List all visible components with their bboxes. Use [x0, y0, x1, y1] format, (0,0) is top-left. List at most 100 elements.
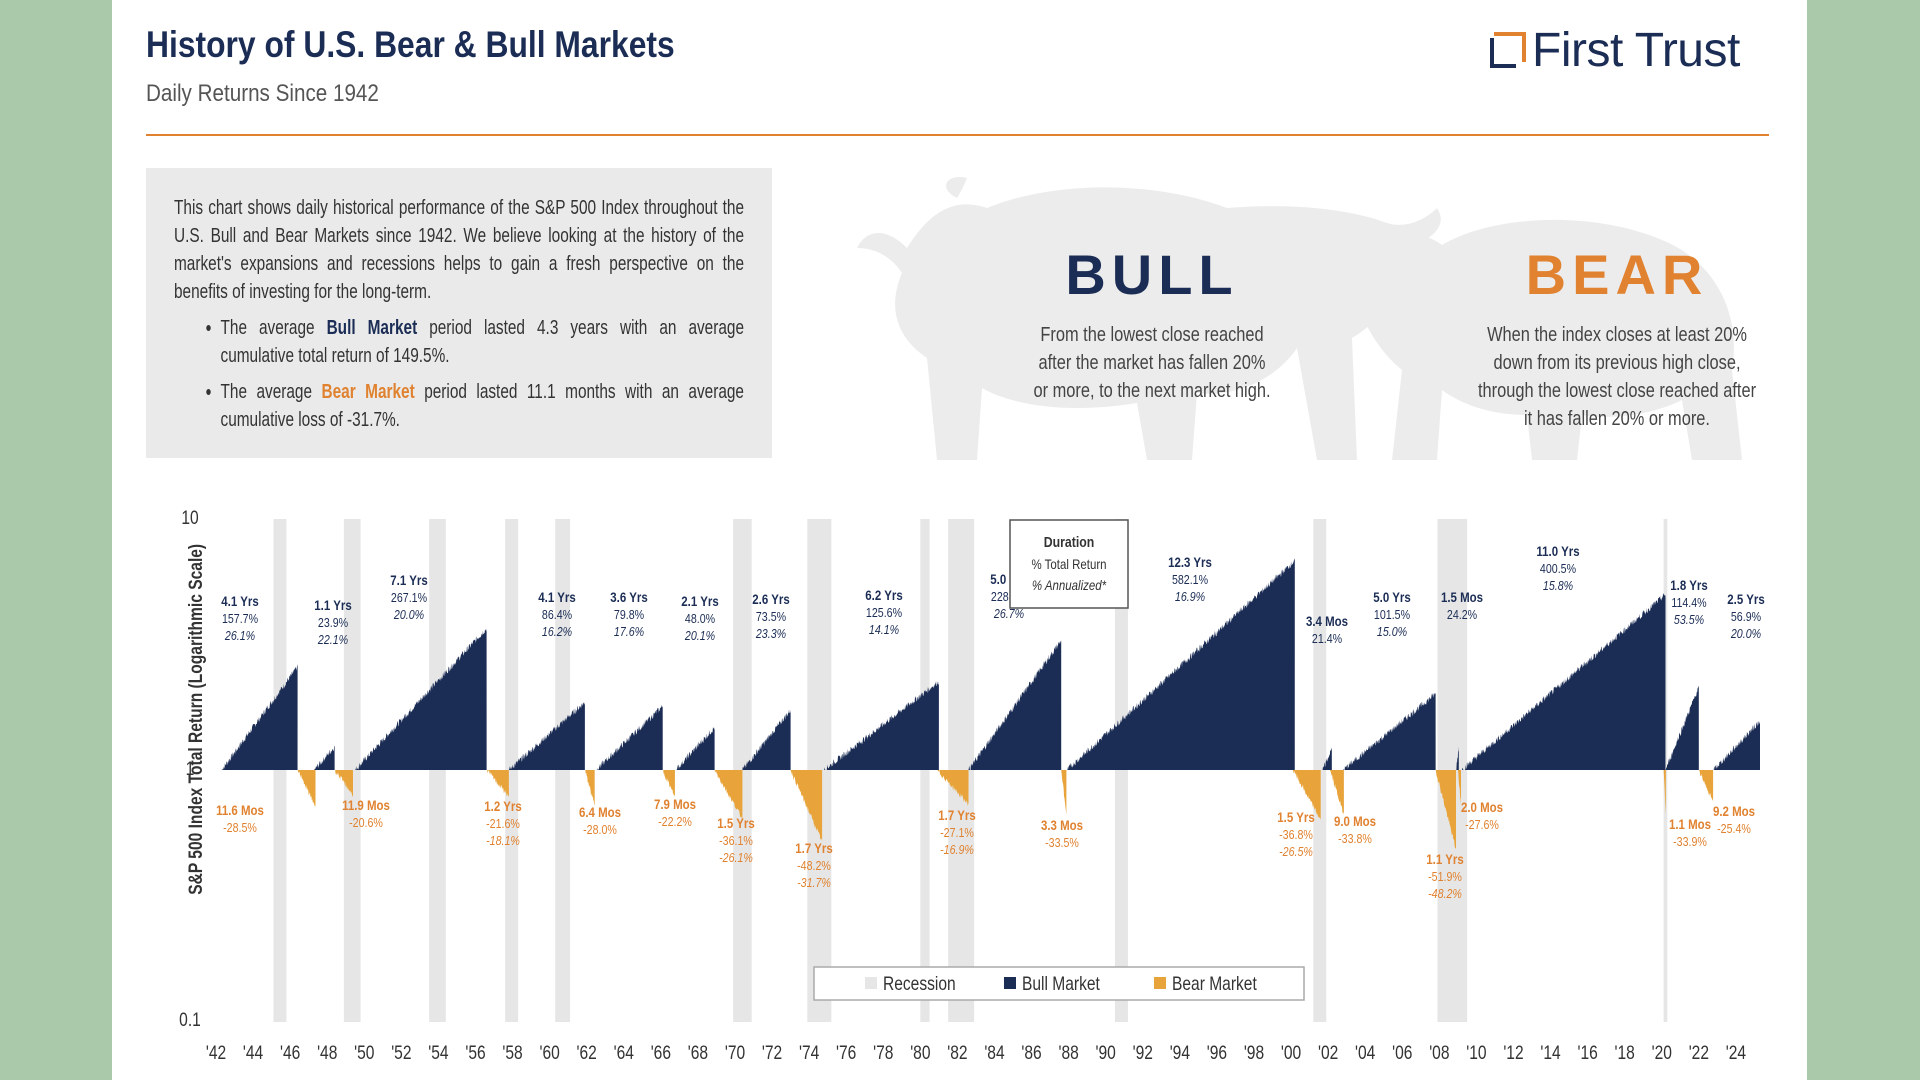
bull-return-label: 86.4%	[542, 607, 573, 622]
bear-market-term: Bear Market	[321, 380, 415, 403]
x-tick-label: '50	[354, 1042, 374, 1064]
bear-average-bullet: The average Bear Market period lasted 11…	[221, 378, 745, 434]
first-trust-logo: First Trust	[1490, 22, 1740, 78]
bull-market-area	[1342, 692, 1436, 770]
bear-duration-label: 9.2 Mos	[1713, 803, 1755, 819]
y-tick-label: 1	[186, 758, 195, 780]
bull-market-term: Bull Market	[326, 316, 418, 339]
bull-silhouette-icon	[857, 177, 1441, 460]
x-tick-label: '94	[1170, 1042, 1191, 1064]
x-tick-label: '96	[1207, 1042, 1227, 1064]
bear-return-label: -51.9%	[1428, 869, 1462, 884]
y-tick-label: 0.1	[179, 1009, 201, 1031]
page-subtitle: Daily Returns Since 1942	[146, 80, 379, 107]
logo-text: First Trust	[1532, 23, 1740, 77]
bull-return-label: 582.1%	[1172, 572, 1209, 587]
bear-return-label: -33.5%	[1045, 835, 1079, 850]
bear-duration-label: 1.5 Yrs	[717, 815, 754, 831]
bear-market-area	[1061, 770, 1067, 815]
bear-definition-text: When the index closes at least 20% down …	[1477, 324, 1757, 430]
bull-return-label: 73.5%	[756, 609, 787, 624]
bear-annualized-label: -16.9%	[940, 842, 974, 857]
bull-market-area	[595, 704, 663, 770]
bull-duration-label: 4.1 Yrs	[538, 589, 575, 605]
bear-return-label: -33.8%	[1338, 831, 1372, 846]
duration-key-annualized: % Annualized*	[1032, 577, 1107, 593]
x-tick-label: '88	[1058, 1042, 1078, 1064]
infographic-page: History of U.S. Bear & Bull Markets Dail…	[112, 0, 1807, 1080]
bull-annualized-label: 15.8%	[1543, 578, 1574, 593]
x-tick-label: '62	[577, 1042, 597, 1064]
bear-market-area	[937, 770, 969, 807]
bear-market-area	[1292, 770, 1321, 820]
bear-duration-label: 1.2 Yrs	[484, 798, 521, 814]
bear-duration-label: 11.9 Mos	[342, 797, 390, 813]
x-tick-label: '66	[651, 1042, 671, 1064]
bear-duration-label: 2.0 Mos	[1461, 799, 1503, 815]
y-tick-label: 10	[181, 507, 198, 529]
x-tick-label: '04	[1355, 1042, 1376, 1064]
bear-duration-label: 1.1 Mos	[1669, 816, 1711, 832]
bear-duration-label: 9.0 Mos	[1334, 813, 1376, 829]
x-tick-label: '48	[317, 1042, 337, 1064]
x-tick-label: '92	[1133, 1042, 1153, 1064]
bear-market-area	[1698, 770, 1714, 802]
x-tick-label: '22	[1689, 1042, 1709, 1064]
bull-duration-label: 1.1 Yrs	[314, 597, 351, 613]
bull-duration-label: 2.5 Yrs	[1727, 591, 1764, 607]
bull-annualized-label: 20.0%	[1730, 626, 1761, 641]
bull-return-label: 157.7%	[222, 611, 259, 626]
bull-heading: BULL	[1065, 243, 1239, 306]
bull-duration-label: 3.4 Mos	[1306, 613, 1348, 629]
bear-return-label: -21.6%	[486, 816, 520, 831]
recession-band	[1114, 519, 1128, 1022]
bull-duration-label: 4.1 Yrs	[221, 593, 258, 609]
x-tick-label: '24	[1726, 1042, 1747, 1064]
bear-return-label: -22.2%	[658, 814, 692, 829]
recession-band	[429, 519, 446, 1022]
x-tick-label: '78	[873, 1042, 893, 1064]
info-paragraph: This chart shows daily historical perfor…	[174, 196, 744, 303]
bear-market-area	[1435, 770, 1457, 850]
bear-market-area	[297, 770, 316, 807]
bull-return-label: 21.4%	[1312, 631, 1343, 646]
x-tick-label: '44	[243, 1042, 264, 1064]
x-tick-label: '42	[206, 1042, 226, 1064]
x-tick-label: '60	[539, 1042, 559, 1064]
bear-market-area	[334, 770, 353, 797]
bull-return-label: 400.5%	[1540, 561, 1577, 576]
recession-band	[555, 519, 571, 1022]
bear-duration-label: 1.7 Yrs	[938, 807, 975, 823]
bull-market-area	[968, 640, 1062, 770]
bull-return-label: 23.9%	[318, 615, 349, 630]
x-tick-label: '00	[1281, 1042, 1301, 1064]
x-tick-label: '46	[280, 1042, 300, 1064]
bull-market-area	[1066, 558, 1295, 770]
recession-band	[505, 519, 519, 1022]
header-divider	[146, 134, 1769, 136]
x-tick-label: '06	[1392, 1042, 1412, 1064]
legend-label: Bull Market	[1022, 973, 1100, 995]
x-tick-label: '14	[1540, 1042, 1561, 1064]
bear-return-label: -33.9%	[1673, 834, 1707, 849]
bear-definition: BEAR When the index closes at least 20% …	[1402, 242, 1807, 433]
x-tick-label: '20	[1652, 1042, 1672, 1064]
bear-return-label: -36.8%	[1279, 827, 1313, 842]
recession-band	[273, 519, 287, 1022]
bull-duration-label: 1.5 Mos	[1441, 589, 1483, 605]
bull-annualized-label: 23.3%	[755, 626, 786, 641]
bull-market-area	[314, 745, 335, 770]
bull-duration-label: 3.6 Yrs	[610, 589, 647, 605]
bull-annualized-label: 53.5%	[1674, 612, 1705, 627]
x-tick-label: '16	[1577, 1042, 1597, 1064]
bull-duration-label: 2.1 Yrs	[681, 593, 718, 609]
x-tick-label: '10	[1466, 1042, 1486, 1064]
bull-definition-text: From the lowest close reached after the …	[1033, 324, 1271, 402]
bull-market-area	[355, 628, 487, 770]
bull-duration-label: 6.2 Yrs	[865, 587, 902, 603]
bull-return-label: 48.0%	[685, 611, 716, 626]
bear-annualized-label: -31.7%	[797, 875, 831, 890]
bear-duration-label: 3.3 Mos	[1041, 817, 1083, 833]
bear-market-area	[1663, 770, 1666, 816]
x-tick-label: '52	[391, 1042, 411, 1064]
